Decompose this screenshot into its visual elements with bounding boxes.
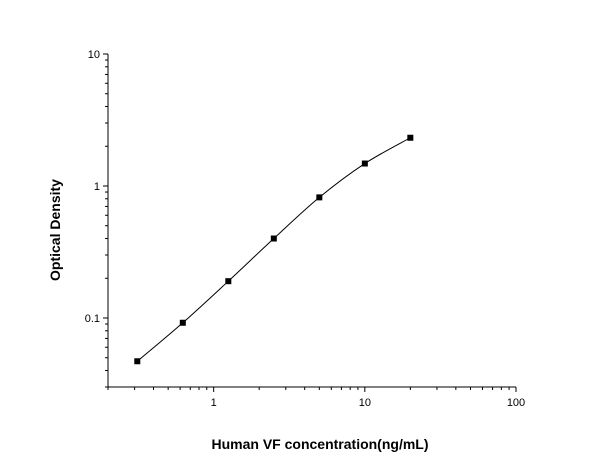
y-tick-label: 10 <box>88 49 100 61</box>
tick-marks <box>103 53 517 392</box>
data-point <box>179 319 186 326</box>
y-tick-label: 0.1 <box>85 313 100 325</box>
y-axis-title: Optical Density <box>47 179 63 281</box>
y-tick-labels: 0.1 1 10 <box>85 49 100 325</box>
data-point <box>134 358 141 365</box>
y-tick-label: 1 <box>94 181 100 193</box>
data-point <box>361 160 368 167</box>
x-tick-label: 1 <box>211 397 217 409</box>
data-points <box>134 134 414 365</box>
axes <box>107 54 516 388</box>
fit-curve <box>136 137 411 362</box>
data-point <box>407 134 414 141</box>
x-tick-labels: 1 10 100 <box>211 397 526 409</box>
x-axis-title: Human VF concentration(ng/mL) <box>212 436 429 452</box>
data-point <box>225 278 232 285</box>
x-tick-label: 100 <box>507 397 525 409</box>
data-point <box>270 235 277 242</box>
data-point <box>316 194 323 201</box>
x-tick-label: 10 <box>359 397 371 409</box>
